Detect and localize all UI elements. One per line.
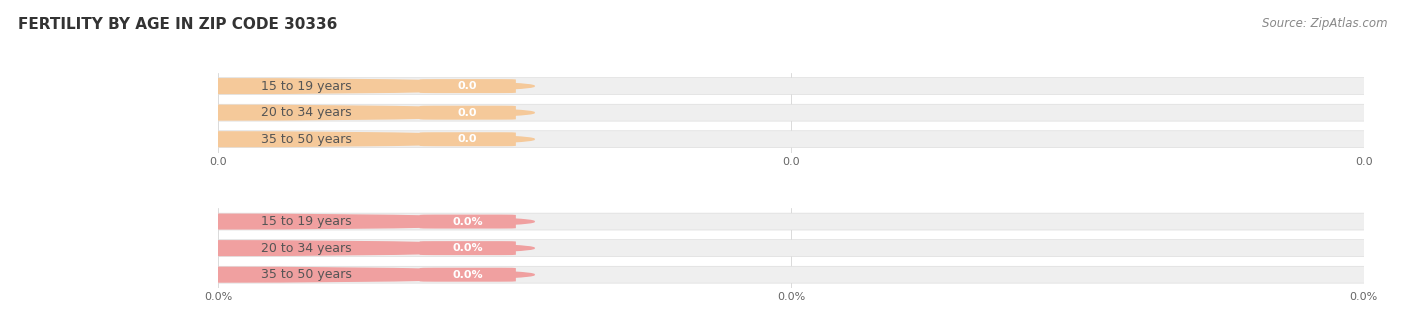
Text: 35 to 50 years: 35 to 50 years — [262, 133, 353, 146]
FancyBboxPatch shape — [198, 266, 1384, 283]
FancyBboxPatch shape — [198, 213, 1384, 230]
FancyBboxPatch shape — [198, 131, 1384, 148]
FancyBboxPatch shape — [419, 214, 516, 228]
Text: 0.0: 0.0 — [458, 108, 478, 118]
FancyBboxPatch shape — [198, 78, 1384, 95]
FancyBboxPatch shape — [419, 241, 516, 255]
Circle shape — [0, 241, 534, 256]
Text: 20 to 34 years: 20 to 34 years — [262, 106, 352, 119]
FancyBboxPatch shape — [419, 132, 516, 146]
Text: 20 to 34 years: 20 to 34 years — [262, 242, 352, 255]
Text: FERTILITY BY AGE IN ZIP CODE 30336: FERTILITY BY AGE IN ZIP CODE 30336 — [18, 17, 337, 31]
Text: 0.0%: 0.0% — [453, 243, 484, 253]
Text: 35 to 50 years: 35 to 50 years — [262, 268, 353, 281]
Text: 15 to 19 years: 15 to 19 years — [262, 79, 352, 93]
FancyBboxPatch shape — [198, 104, 1384, 121]
FancyBboxPatch shape — [419, 106, 516, 119]
FancyBboxPatch shape — [419, 79, 516, 93]
Text: 15 to 19 years: 15 to 19 years — [262, 215, 352, 228]
Circle shape — [0, 214, 534, 229]
Text: 0.0: 0.0 — [458, 134, 478, 144]
Circle shape — [0, 105, 534, 120]
Text: Source: ZipAtlas.com: Source: ZipAtlas.com — [1263, 17, 1388, 29]
FancyBboxPatch shape — [198, 240, 1384, 257]
Text: 0.0%: 0.0% — [453, 270, 484, 280]
Circle shape — [0, 79, 534, 93]
Circle shape — [0, 132, 534, 147]
Circle shape — [0, 267, 534, 282]
Text: 0.0: 0.0 — [458, 81, 478, 91]
FancyBboxPatch shape — [419, 268, 516, 282]
Text: 0.0%: 0.0% — [453, 216, 484, 226]
